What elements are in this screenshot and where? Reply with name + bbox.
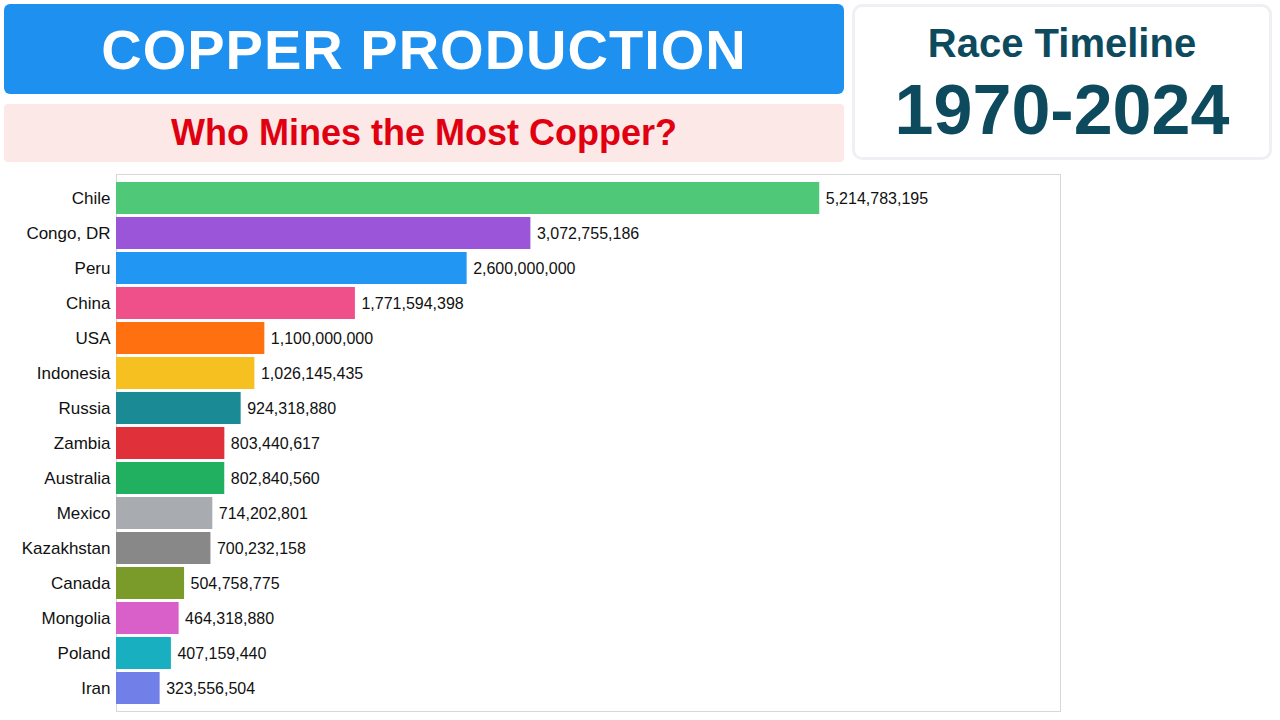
svg-text:Zambia: Zambia <box>54 434 111 453</box>
html-text:1970-2024: 1970-2024 <box>894 71 1230 149</box>
svg-text:1,771,594,398: 1,771,594,398 <box>361 295 463 312</box>
svg-text:714,202,801: 714,202,801 <box>219 505 308 522</box>
svg-text:407,159,440: 407,159,440 <box>177 645 266 662</box>
svg-text:3,072,755,186: 3,072,755,186 <box>537 225 639 242</box>
svg-text:Chile: Chile <box>72 189 111 208</box>
svg-text:Kazakhstan: Kazakhstan <box>22 539 111 558</box>
svg-text:803,440,617: 803,440,617 <box>231 435 320 452</box>
svg-text:700,232,158: 700,232,158 <box>217 540 306 557</box>
svg-text:Mexico: Mexico <box>57 504 111 523</box>
svg-text:USA: USA <box>76 329 112 348</box>
svg-text:323,556,504: 323,556,504 <box>166 680 255 697</box>
svg-text:Mongolia: Mongolia <box>42 609 112 628</box>
svg-text:China: China <box>66 294 111 313</box>
svg-text:1,100,000,000: 1,100,000,000 <box>271 330 373 347</box>
html-text:Who Mines the Most Copper?: Who Mines the Most Copper? <box>171 112 677 153</box>
svg-text:1,026,145,435: 1,026,145,435 <box>261 365 363 382</box>
svg-text:464,318,880: 464,318,880 <box>185 610 274 627</box>
svg-text:Indonesia: Indonesia <box>37 364 111 383</box>
svg-text:802,840,560: 802,840,560 <box>231 470 320 487</box>
svg-text:5,214,783,195: 5,214,783,195 <box>826 190 928 207</box>
svg-text:Australia: Australia <box>44 469 111 488</box>
svg-text:Canada: Canada <box>51 574 111 593</box>
html-text:Race Timeline: Race Timeline <box>927 21 1197 65</box>
svg-text:Poland: Poland <box>58 644 111 663</box>
html-text:COPPER PRODUCTION: COPPER PRODUCTION <box>101 17 747 81</box>
svg-text:2,600,000,000: 2,600,000,000 <box>473 260 575 277</box>
svg-text:924,318,880: 924,318,880 <box>247 400 336 417</box>
svg-text:Iran: Iran <box>81 679 110 698</box>
svg-text:Russia: Russia <box>59 399 112 418</box>
svg-text:Congo, DR: Congo, DR <box>26 224 110 243</box>
svg-text:Peru: Peru <box>75 259 111 278</box>
svg-text:504,758,775: 504,758,775 <box>191 575 280 592</box>
